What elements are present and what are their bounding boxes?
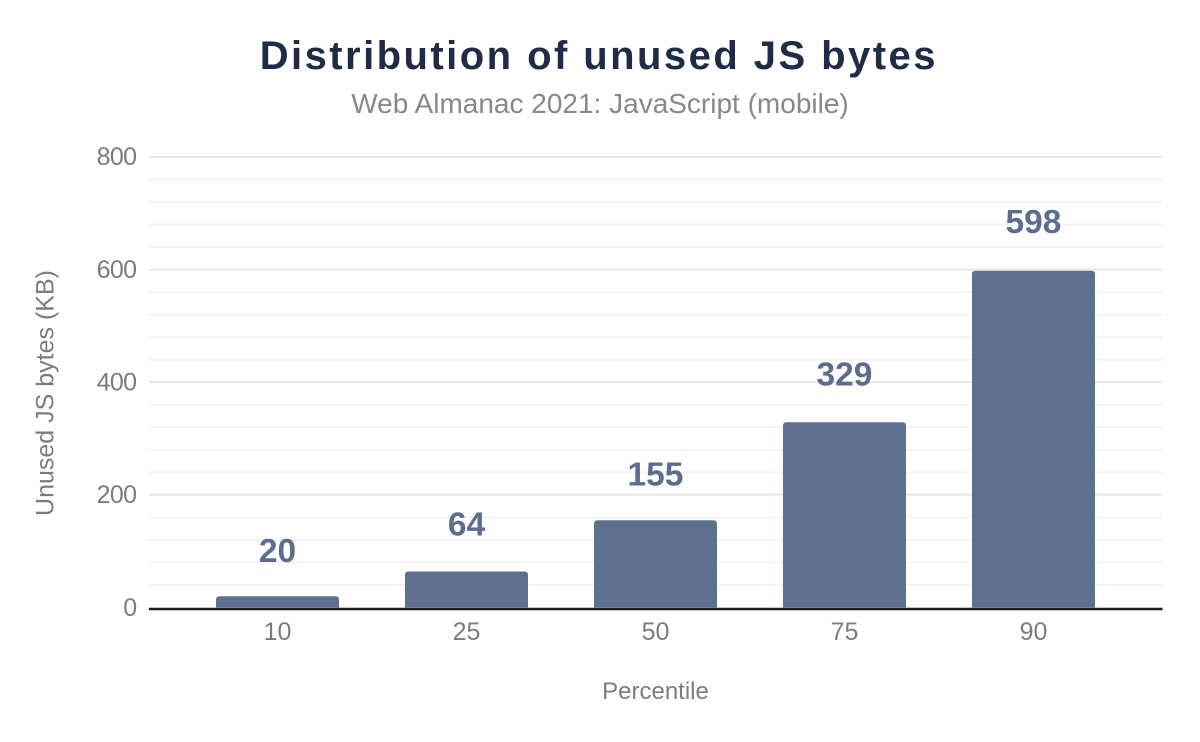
svg-text:25: 25 <box>453 618 481 646</box>
svg-text:200: 200 <box>97 481 137 509</box>
svg-text:600: 600 <box>97 256 137 284</box>
svg-text:Distribution of unused JS byte: Distribution of unused JS bytes <box>260 34 938 78</box>
svg-text:50: 50 <box>642 618 670 646</box>
svg-text:329: 329 <box>817 357 873 394</box>
svg-text:0: 0 <box>123 594 136 622</box>
svg-text:64: 64 <box>448 507 486 544</box>
svg-text:Percentile: Percentile <box>602 678 709 705</box>
svg-text:75: 75 <box>831 618 859 646</box>
svg-text:10: 10 <box>264 618 292 646</box>
svg-text:Unused JS bytes (KB): Unused JS bytes (KB) <box>32 270 60 516</box>
svg-text:Web Almanac 2021: JavaScript (: Web Almanac 2021: JavaScript (mobile) <box>351 88 849 119</box>
svg-text:90: 90 <box>1020 618 1048 646</box>
svg-text:155: 155 <box>628 457 684 494</box>
svg-text:598: 598 <box>1006 204 1062 241</box>
svg-text:800: 800 <box>97 143 137 171</box>
svg-text:20: 20 <box>259 533 296 570</box>
svg-text:400: 400 <box>97 368 137 396</box>
